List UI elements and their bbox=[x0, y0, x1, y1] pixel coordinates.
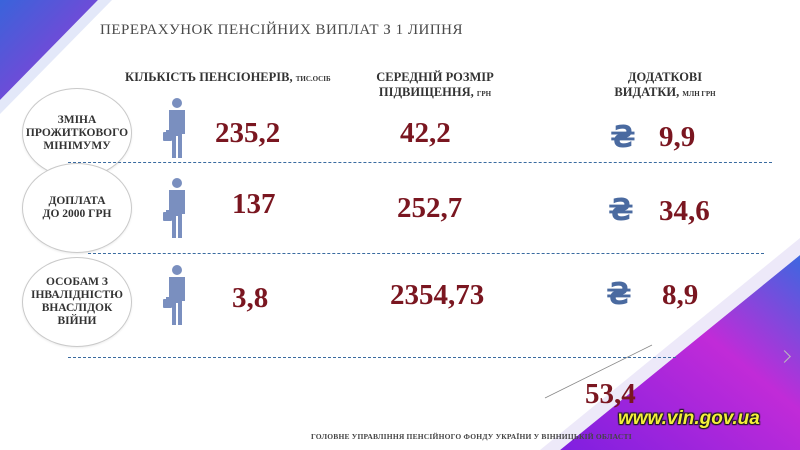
category-circle-1: ЗМІНА ПРОЖИТКОВОГО МІНІМУМУ bbox=[22, 88, 132, 178]
column-header-average-label: ПІДВИЩЕННЯ, bbox=[378, 85, 474, 99]
column-header-pensioners-unit: ТИС.ОСІБ bbox=[295, 75, 331, 83]
column-header-average-line2: ПІДВИЩЕННЯ, ГРН bbox=[370, 85, 500, 102]
category-1-line3: МІНІМУМУ bbox=[43, 139, 111, 152]
extra-value-1: 9,9 bbox=[659, 121, 696, 153]
total-value: 53,4 bbox=[585, 378, 636, 410]
column-header-extra-line1: ДОДАТКОВІ bbox=[627, 70, 703, 84]
category-circle-3: ОСОБАМ З ІНВАЛІДНІСТЮ ВНАСЛІДОК ВІЙНИ bbox=[22, 257, 132, 347]
extra-value-3: 8,9 bbox=[662, 279, 699, 311]
businessman-icon bbox=[163, 178, 185, 238]
hryvnia-icon: ₴ bbox=[608, 193, 634, 228]
column-header-extra-line2: ВИДАТКИ, МЛН ГРН bbox=[610, 85, 720, 102]
column-header-pensioners-label: КІЛЬКІСТЬ ПЕНСІОНЕРІВ, bbox=[125, 70, 293, 84]
column-header-extra-unit: МЛН ГРН bbox=[682, 90, 716, 98]
pensioners-value-1: 235,2 bbox=[215, 117, 281, 149]
source-watermark: www.vin.gov.ua bbox=[618, 408, 760, 429]
row-divider-1 bbox=[68, 162, 772, 163]
category-3-line3: ВНАСЛІДОК bbox=[41, 302, 113, 314]
businessman-icon bbox=[163, 265, 185, 325]
row-divider-2 bbox=[88, 253, 764, 254]
category-2-line1: ДОПЛАТА bbox=[48, 195, 106, 207]
top-left-band bbox=[0, 0, 98, 100]
average-value-2: 252,7 bbox=[397, 192, 463, 224]
category-1-line1: ЗМІНА bbox=[57, 113, 97, 126]
column-header-pensioners: КІЛЬКІСТЬ ПЕНСІОНЕРІВ, ТИС.ОСІБ bbox=[125, 70, 331, 87]
column-header-average: СЕРЕДНІЙ РОЗМІР ПІДВИЩЕННЯ, ГРН bbox=[370, 70, 500, 102]
category-3-line1: ОСОБАМ З bbox=[46, 276, 108, 288]
category-3-line2: ІНВАЛІДНІСТЮ bbox=[31, 289, 123, 301]
category-1-line2: ПРОЖИТКОВОГО bbox=[25, 126, 129, 139]
footer-organization: ГОЛОВНЕ УПРАВЛІННЯ ПЕНСІЙНОГО ФОНДУ УКРА… bbox=[311, 432, 632, 441]
average-value-1: 42,2 bbox=[400, 117, 451, 149]
column-header-extra: ДОДАТКОВІ ВИДАТКИ, МЛН ГРН bbox=[610, 70, 720, 102]
column-header-average-line1: СЕРЕДНІЙ РОЗМІР bbox=[376, 70, 494, 84]
hryvnia-icon: ₴ bbox=[610, 120, 636, 155]
column-header-extra-label: ВИДАТКИ, bbox=[614, 85, 680, 99]
category-3-line4: ВІЙНИ bbox=[57, 315, 97, 327]
category-circle-2: ДОПЛАТА ДО 2000 ГРН bbox=[22, 163, 132, 253]
pensioners-value-2: 137 bbox=[232, 188, 276, 220]
average-value-3: 2354,73 bbox=[390, 279, 485, 311]
next-slide-arrow-icon[interactable] bbox=[778, 350, 791, 363]
businessman-icon bbox=[163, 98, 185, 158]
row-divider-3 bbox=[68, 357, 676, 358]
column-header-average-unit: ГРН bbox=[476, 90, 492, 98]
pensioners-value-3: 3,8 bbox=[232, 282, 269, 314]
hryvnia-icon: ₴ bbox=[606, 277, 632, 312]
slide-title: ПЕРЕРАХУНОК ПЕНСІЙНИХ ВИПЛАТ З 1 ЛИПНЯ bbox=[100, 22, 463, 38]
category-2-line2: ДО 2000 ГРН bbox=[42, 208, 112, 220]
extra-value-2: 34,6 bbox=[659, 195, 710, 227]
